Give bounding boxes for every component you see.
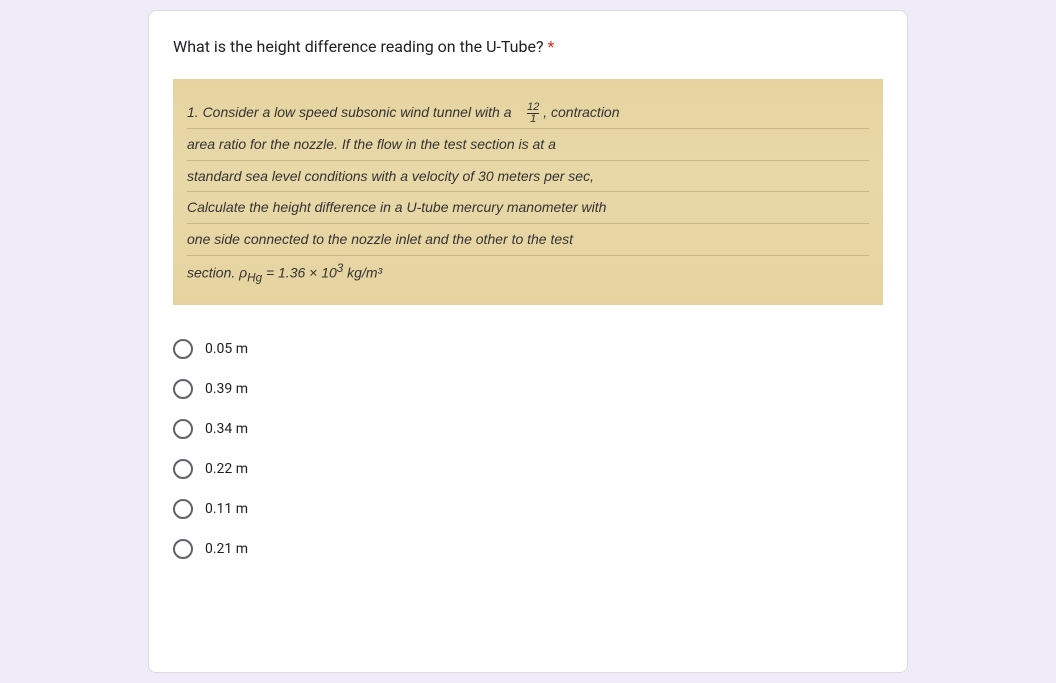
hw-text: kg/m³ [343,265,382,281]
option-label: 0.05 m [205,341,248,357]
question-text: What is the height difference reading on… [173,37,544,56]
hw-text: 1. Consider a low speed subsonic wind tu… [187,104,512,120]
radio-icon [173,459,193,479]
required-mark: * [548,37,555,56]
hw-sub: Hg [247,271,262,284]
option-label: 0.34 m [205,421,248,437]
hw-text: , contraction [543,104,619,120]
radio-icon [173,499,193,519]
question-title: What is the height difference reading on… [173,35,883,59]
question-image: 1. Consider a low speed subsonic wind tu… [173,79,883,305]
options-list: 0.05 m 0.39 m 0.34 m 0.22 m 0.11 m 0.21 … [173,323,883,569]
handwritten-line-6: section. ρHg = 1.36 × 103 kg/m³ [187,256,869,291]
handwritten-line-4: Calculate the height difference in a U-t… [187,192,869,224]
radio-icon [173,539,193,559]
frac-top: 12 [527,102,539,113]
hw-text: = 1.36 × 10 [262,265,337,281]
hw-text: section. ρ [187,265,247,281]
option-label: 0.11 m [205,501,248,517]
option-label: 0.21 m [205,541,248,557]
radio-icon [173,419,193,439]
option-0[interactable]: 0.05 m [173,329,883,369]
frac-bot: 1 [527,113,539,125]
handwritten-line-1: 1. Consider a low speed subsonic wind tu… [187,97,869,129]
option-2[interactable]: 0.34 m [173,409,883,449]
option-5[interactable]: 0.21 m [173,529,883,569]
handwritten-line-5: one side connected to the nozzle inlet a… [187,224,869,256]
option-4[interactable]: 0.11 m [173,489,883,529]
option-label: 0.22 m [205,461,248,477]
option-1[interactable]: 0.39 m [173,369,883,409]
fraction: 12 1 [527,102,539,125]
handwritten-line-3: standard sea level conditions with a vel… [187,161,869,193]
radio-icon [173,339,193,359]
question-card: What is the height difference reading on… [148,10,908,673]
option-3[interactable]: 0.22 m [173,449,883,489]
handwritten-line-2: area ratio for the nozzle. If the flow i… [187,129,869,161]
radio-icon [173,379,193,399]
option-label: 0.39 m [205,381,248,397]
